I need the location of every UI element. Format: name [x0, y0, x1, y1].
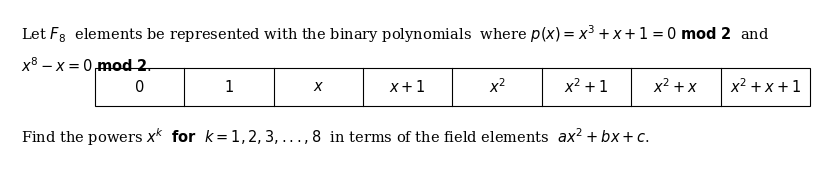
Text: $x+1$: $x+1$	[389, 79, 426, 95]
Text: $x^2+x$: $x^2+x$	[653, 78, 698, 96]
Text: Find the powers $x^k$  $\mathbf{for}$  $k = 1, 2, 3,..., 8$  in terms of the fie: Find the powers $x^k$ $\mathbf{for}$ $k …	[21, 126, 649, 148]
Text: $x$: $x$	[313, 80, 323, 94]
Text: $x^2+x+1$: $x^2+x+1$	[729, 78, 800, 96]
Text: Let $F_8$  elements be represented with the binary polynomials  where $p(x) = x^: Let $F_8$ elements be represented with t…	[21, 23, 768, 45]
Text: $x^2+1$: $x^2+1$	[564, 78, 608, 96]
Text: $x^8 - x = 0$ $\mathbf{mod\ 2}$.: $x^8 - x = 0$ $\mathbf{mod\ 2}$.	[21, 56, 151, 75]
Bar	[95, 68, 809, 106]
Text: $x^2$: $x^2$	[488, 78, 505, 96]
Text: $0$: $0$	[134, 79, 145, 95]
Text: $1$: $1$	[224, 79, 234, 95]
